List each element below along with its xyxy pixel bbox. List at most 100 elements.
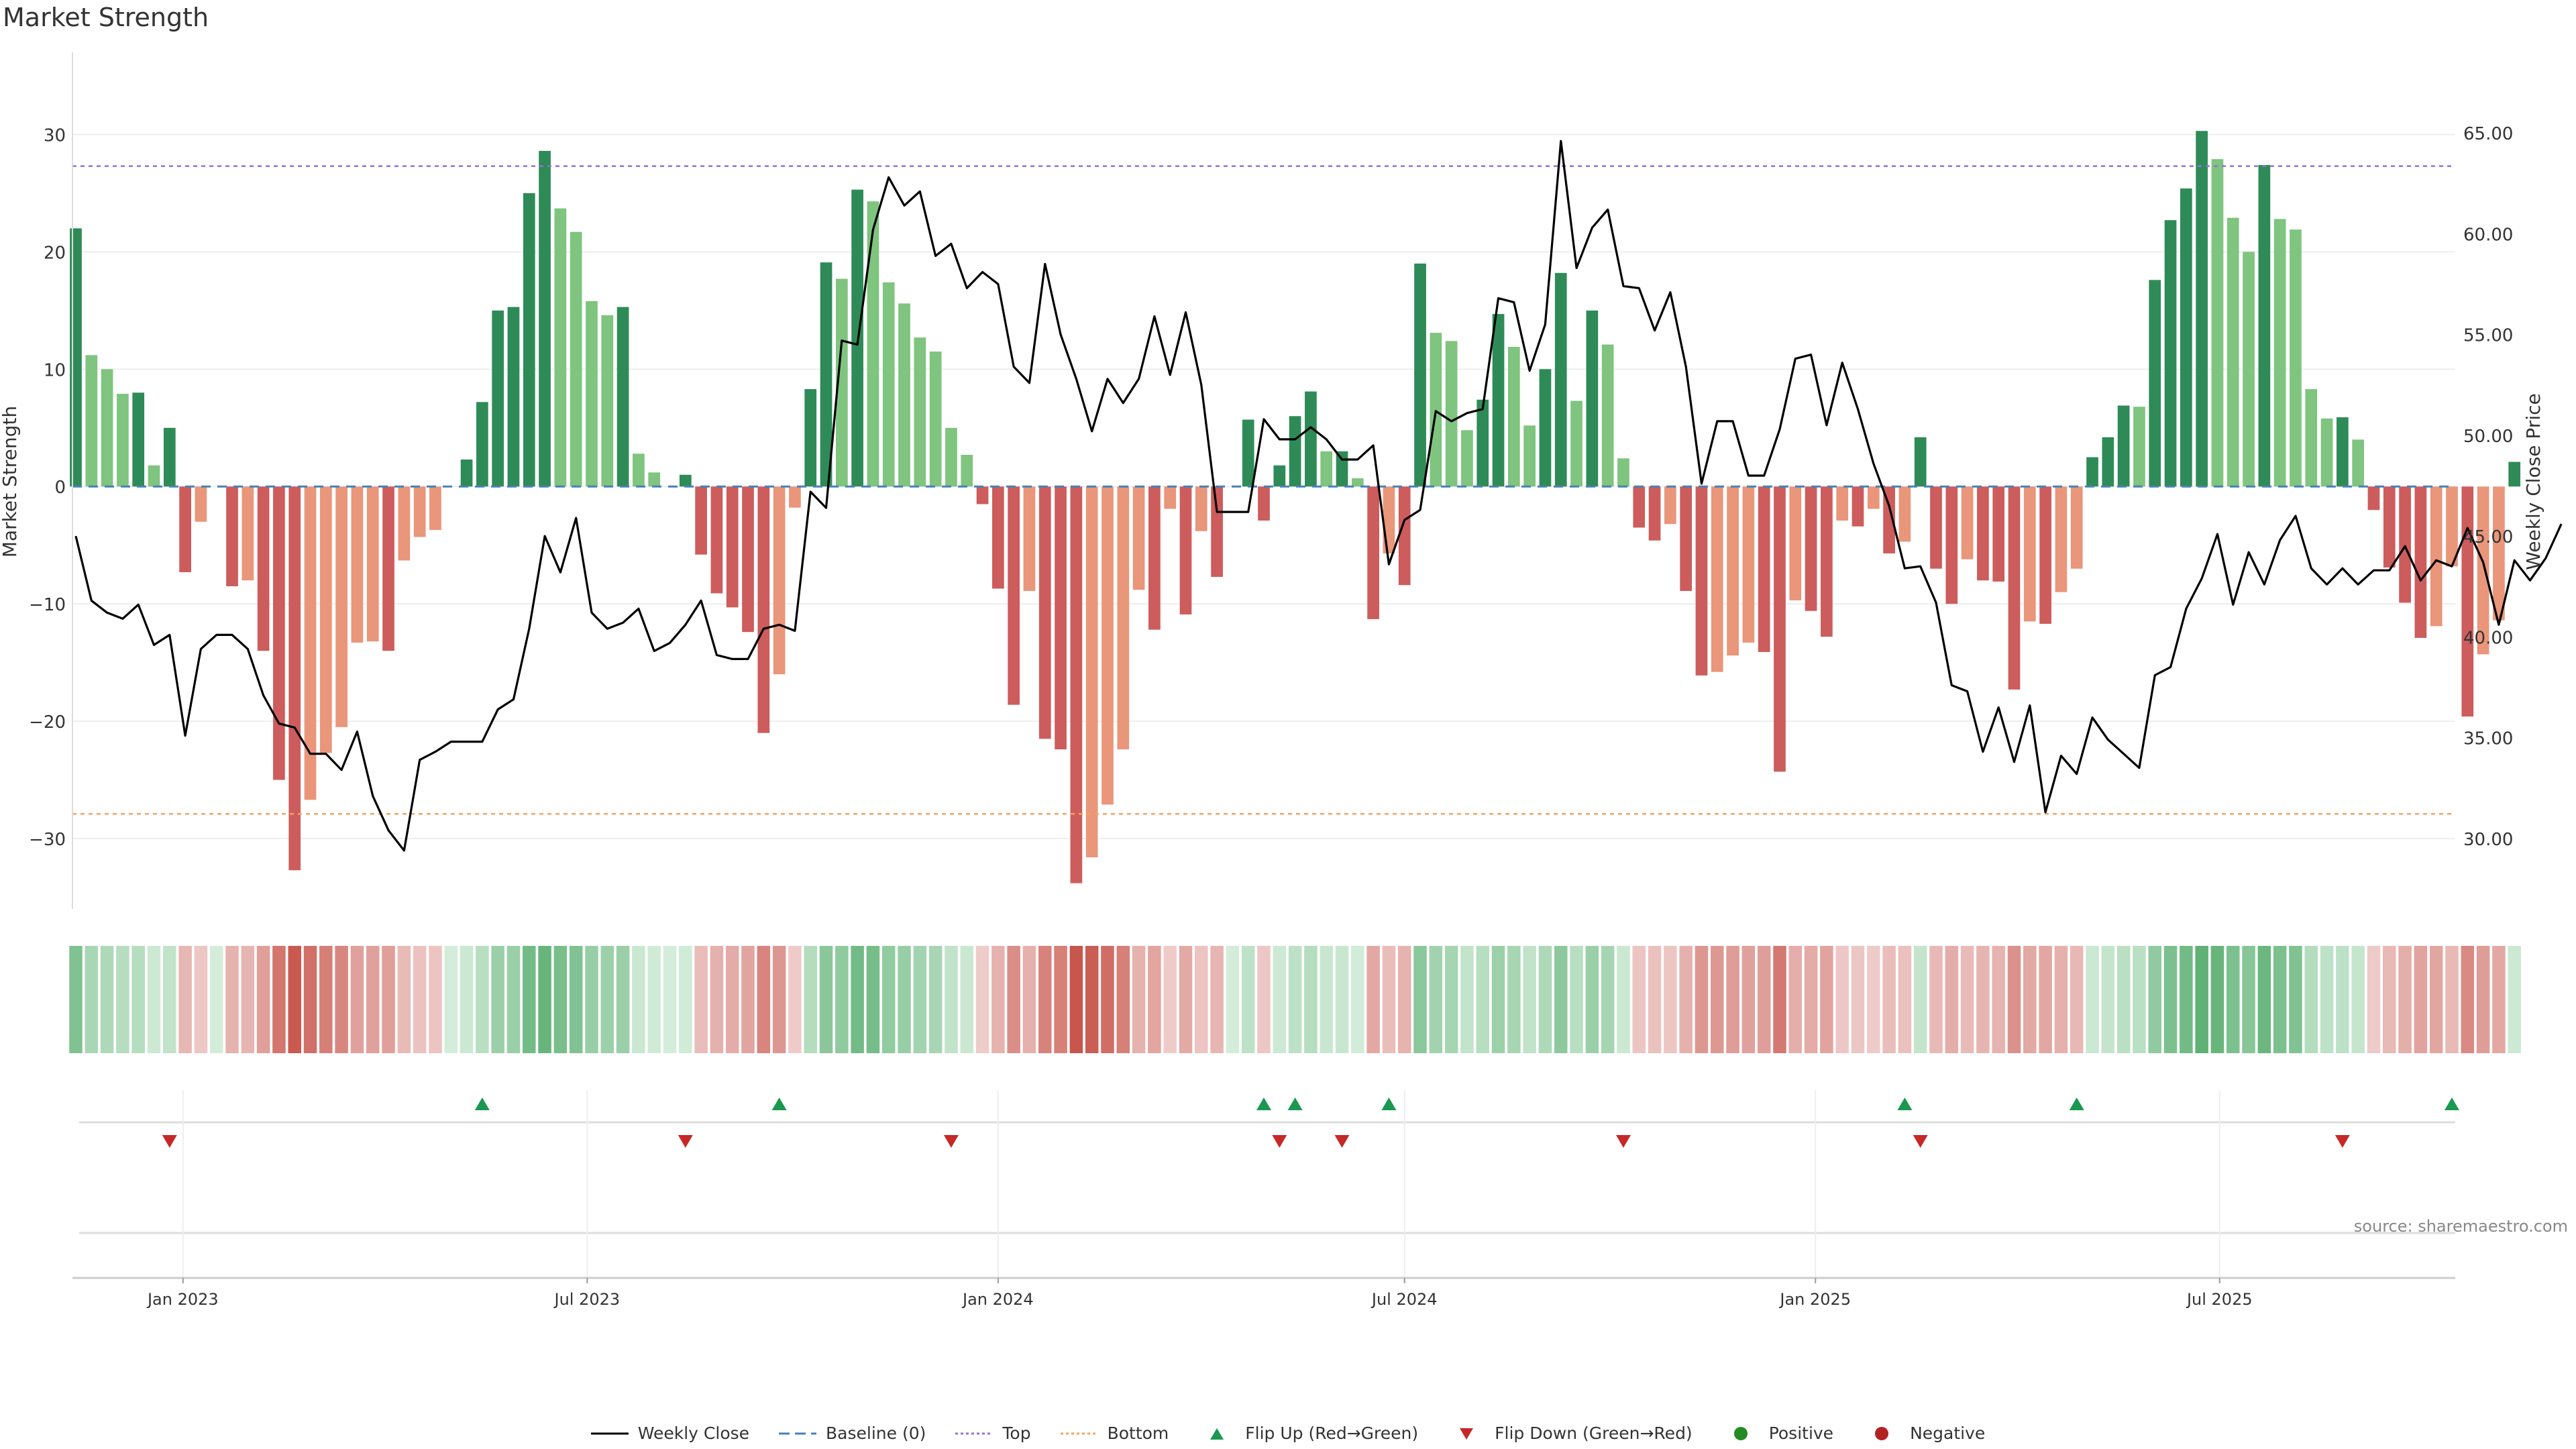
strength-bar [961,455,973,487]
strength-bar [2461,486,2474,717]
heat-cell [1195,946,1208,1053]
heat-cell [788,946,802,1053]
strength-bar [1336,451,1348,487]
strength-bar [1383,486,1395,553]
strength-bar [1695,486,1708,676]
strength-bar [2477,486,2489,655]
strength-bar [117,394,129,487]
strength-bar [492,310,504,487]
strength-bar [351,486,364,643]
strength-bar [1305,391,1317,487]
heat-cell [2039,946,2052,1053]
strength-bar [586,301,598,487]
heat-cell [2367,946,2381,1053]
heat-cell [1741,946,1756,1053]
strength-bar [2493,486,2505,621]
heat-cell [1054,946,1067,1053]
legend-item: Baseline (0) [779,1424,926,1443]
strength-bar [2086,457,2098,487]
strength-bar [945,427,957,487]
heat-cell [1960,946,1974,1053]
strength-bar [2102,437,2114,487]
heat-cell [538,946,551,1053]
strength-bar [85,355,98,487]
heat-cell [881,946,896,1053]
heat-cell [2210,946,2224,1053]
x-tick-label: Jul 2024 [1371,1290,1438,1309]
strength-bar [1664,486,1676,525]
reference-lines [72,165,2455,815]
strength-bar [1680,486,1693,591]
strength-bar [2320,418,2333,487]
strength-bar [1805,486,1817,611]
flip-up-marker [474,1097,490,1110]
heat-cell [1335,946,1349,1053]
flip-down-marker [678,1135,693,1148]
strength-bar [1351,478,1364,487]
heat-cell [256,946,270,1053]
strength-bar [2399,486,2411,603]
strength-bar [1179,486,1192,614]
strength-bar [1961,486,1974,559]
flip-up-marker [1897,1097,1913,1110]
heat-cell [960,946,974,1053]
strength-bar [1273,465,1286,487]
strength-bar [2133,407,2145,487]
strength-bar [460,460,473,487]
flip-up-marker [1287,1097,1303,1110]
strength-bar [2211,159,2224,487]
flip-down-marker [943,1135,959,1148]
strength-bar [1601,344,1614,487]
strength-bar [1461,430,1473,487]
heat-cell [1429,946,1443,1053]
heat-cell [1476,946,1489,1053]
heat-cell [1570,946,1583,1053]
legend-swatch-triangle-down [1460,1428,1474,1440]
flip-down-marker [1913,1135,1928,1148]
strength-bar [429,486,441,530]
heat-cell [397,946,411,1053]
heat-strip [69,946,2521,1053]
legend-swatch-dot [955,1432,994,1434]
heat-cell [1366,946,1380,1053]
heat-cell [1929,946,1943,1053]
legend-label: Flip Up (Red→Green) [1245,1424,1419,1443]
legend-label: Top [1002,1424,1031,1443]
strength-bars [70,131,2521,883]
strength-bar [601,315,614,487]
heat-cell [382,946,395,1053]
strength-bar [304,486,317,800]
heat-cell [1257,946,1271,1053]
strength-bar [914,337,926,487]
strength-bar [1148,486,1161,630]
strength-bar [2383,486,2396,568]
y2-tick-label: 45.00 [2463,527,2513,547]
heat-cell [2070,946,2084,1053]
strength-bar [1164,486,1177,509]
strength-bar [101,369,113,487]
heat-cell [2133,946,2146,1053]
strength-bar [2117,405,2130,487]
x-tick-label: Jan 2023 [146,1290,219,1309]
strength-bar [882,282,895,487]
heat-cell [444,946,458,1053]
heat-cell [1273,946,1287,1053]
x-tick-label: Jan 2025 [1778,1290,1851,1309]
flip-down-marker [2334,1135,2350,1148]
legend-swatch-circle [1875,1426,1889,1440]
heat-cell [523,946,536,1053]
strength-bar [1523,425,1536,487]
strength-bar [2273,219,2286,487]
strength-bar [1930,486,1942,569]
strength-bar [2290,229,2302,487]
heat-cell [928,946,943,1053]
legend-item: Bottom [1060,1424,1169,1443]
heat-cell [2116,946,2131,1053]
strength-bar [226,486,238,586]
strength-bar [929,352,942,487]
flip-up-marker [1256,1097,1271,1110]
strength-bar [476,402,488,487]
right-axis: 65.00 60.00 55.00 50.00 45.00 40.00 35.00 30.00 [2463,124,2513,850]
heat-cell [506,946,521,1053]
strength-bar [648,472,661,487]
